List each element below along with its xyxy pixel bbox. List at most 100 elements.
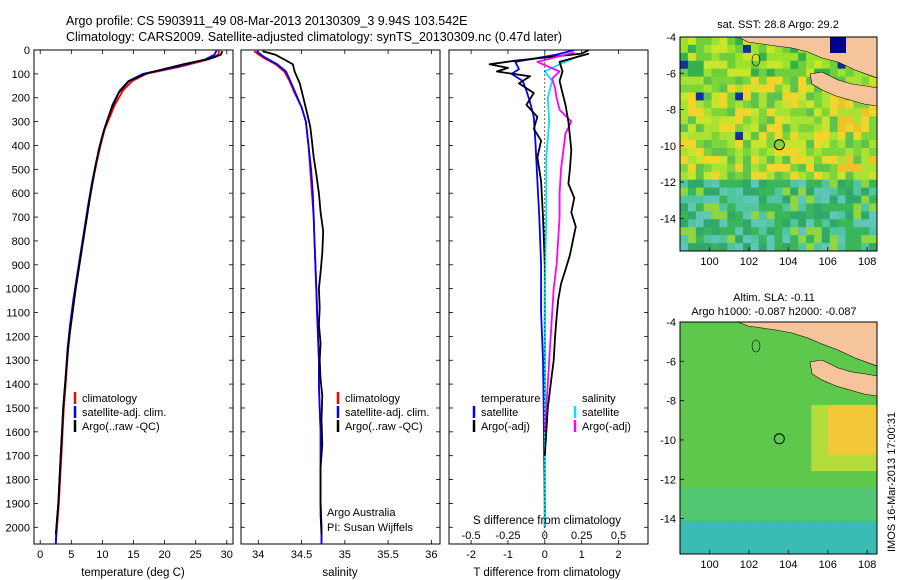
heatmap-cell xyxy=(829,195,839,204)
legend-label-satellite: satellite-adj. clim. xyxy=(345,407,429,419)
heatmap-cell xyxy=(829,155,839,165)
heatmap-cell xyxy=(766,219,776,228)
s-tick-label: -0.25 xyxy=(495,530,520,542)
s-tick-label: 0.5 xyxy=(611,530,626,542)
heatmap-cell xyxy=(860,454,877,472)
sumatra-land xyxy=(737,322,877,367)
heatmap-cell xyxy=(750,124,760,133)
heatmap-cell xyxy=(829,187,839,197)
heatmap-cell xyxy=(774,76,784,86)
heatmap-cell xyxy=(821,124,831,133)
heatmap-cell xyxy=(845,243,854,251)
heatmap-cell xyxy=(703,195,713,204)
depth-tick-label: 1400 xyxy=(6,379,30,391)
heatmap-cell xyxy=(758,108,768,117)
heatmap-cell xyxy=(743,116,752,125)
heatmap-cell xyxy=(727,37,736,46)
heatmap-cell xyxy=(695,52,705,62)
heatmap-cell xyxy=(794,537,812,554)
heatmap-cell xyxy=(680,155,689,165)
heatmap-cell xyxy=(703,203,713,212)
salinity-ticks: 34 34.5 35 35.5 36 xyxy=(252,50,437,561)
heatmap-cell xyxy=(778,504,796,522)
heatmap-cell xyxy=(735,60,744,70)
sst-argo-marker xyxy=(773,139,785,151)
heatmap-cell xyxy=(695,37,705,46)
heatmap-cell xyxy=(845,155,854,165)
heatmap-cell xyxy=(743,44,752,54)
heatmap-cell xyxy=(782,243,791,251)
heatmap-cell xyxy=(727,203,736,212)
x-tick-label: 1 xyxy=(579,549,585,561)
lat-tick-label: -14 xyxy=(660,213,676,225)
heatmap-cell xyxy=(687,124,697,133)
heatmap-cell xyxy=(853,187,862,197)
heatmap-cell xyxy=(762,388,780,406)
heatmap-cell xyxy=(680,520,697,539)
heatmap-cell xyxy=(774,44,784,54)
heatmap-cell xyxy=(758,140,768,149)
heatmap-cell xyxy=(766,116,776,125)
salinity-legend: climatology satellite-adj. clim. Argo(..… xyxy=(327,392,429,534)
lat-tick-label: -6 xyxy=(666,68,676,80)
heatmap-cell xyxy=(829,68,839,78)
heatmap-cell xyxy=(719,76,728,86)
heatmap-cell xyxy=(806,124,815,133)
heatmap-cell xyxy=(735,76,744,86)
x-tick-label: 0 xyxy=(542,549,548,561)
sst-heatmap xyxy=(680,37,877,251)
heatmap-cell xyxy=(680,124,689,133)
temperature-ticks: 0 5 10 15 20 25 30 xyxy=(37,50,233,561)
heatmap-cell xyxy=(712,537,730,554)
heatmap-cell xyxy=(829,243,839,251)
heatmap-cell xyxy=(762,454,780,472)
heatmap-cell xyxy=(703,179,713,189)
heatmap-cell xyxy=(790,227,799,236)
depth-tick-label: 1600 xyxy=(6,427,30,439)
heatmap-cell xyxy=(735,124,744,133)
argo-australia-annotation: Argo Australia xyxy=(327,507,396,519)
heatmap-cell xyxy=(745,371,763,389)
heatmap-cell xyxy=(695,68,705,78)
heatmap-cell xyxy=(750,203,760,212)
heatmap-cell xyxy=(782,148,791,157)
heatmap-cell xyxy=(711,100,720,109)
difference-series xyxy=(488,50,590,528)
heatmap-cell xyxy=(844,504,862,522)
heatmap-cell xyxy=(762,487,780,505)
heatmap-cell xyxy=(712,371,730,389)
sla-map-ticks: 100 102 104 106 108 -4 -6 -8 -10 -12 -14 xyxy=(660,317,876,571)
heatmap-cell xyxy=(758,124,768,133)
lon-tick-label: 106 xyxy=(819,256,837,268)
heatmap-cell xyxy=(680,171,689,181)
heatmap-cell xyxy=(711,171,720,181)
heatmap-cell xyxy=(680,211,689,220)
heatmap-cell xyxy=(821,148,831,157)
heatmap-cell xyxy=(806,171,815,181)
heatmap-cell xyxy=(695,203,705,212)
heatmap-cell xyxy=(680,235,689,244)
heatmap-cell xyxy=(869,76,877,86)
heatmap-cell xyxy=(735,68,744,78)
heatmap-cell xyxy=(695,124,705,133)
depth-tick-label: 400 xyxy=(12,140,30,152)
heatmap-cell xyxy=(729,438,747,456)
heatmap-cell xyxy=(711,155,720,165)
heatmap-cell xyxy=(814,227,823,236)
heatmap-cell xyxy=(774,60,784,70)
heatmap-cell xyxy=(695,155,705,165)
heatmap-cell xyxy=(798,100,807,109)
heatmap-cell xyxy=(778,487,796,505)
heatmap-cell xyxy=(711,84,720,94)
series-line-argo-raw-qc- xyxy=(54,50,224,535)
heatmap-cell xyxy=(814,187,823,197)
heatmap-cell xyxy=(806,140,815,149)
salinity-axis-label: salinity xyxy=(322,567,357,579)
heatmap-cell xyxy=(680,438,697,456)
heatmap-cell xyxy=(861,203,870,212)
heatmap-cell xyxy=(837,187,847,197)
heatmap-cell xyxy=(743,100,752,109)
heatmap-cell xyxy=(680,92,689,101)
heatmap-cell xyxy=(861,243,870,251)
heatmap-cell xyxy=(696,388,714,406)
